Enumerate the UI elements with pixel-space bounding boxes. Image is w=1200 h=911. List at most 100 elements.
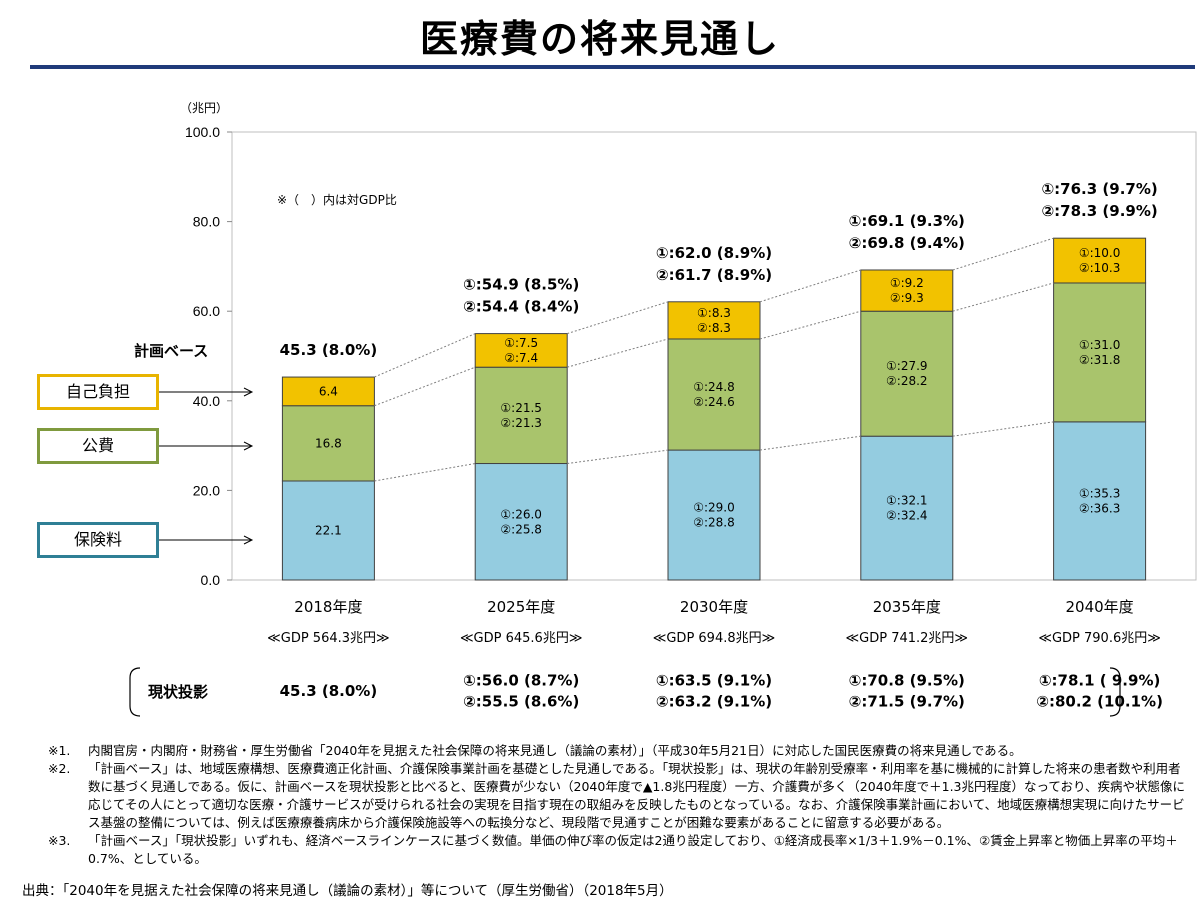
- segment-value-label: ②:8.3: [697, 321, 731, 335]
- legend-arrow-head: [243, 387, 254, 397]
- total-label: ②:78.3 (9.9%): [1041, 202, 1157, 220]
- total-label: 45.3 (8.0%): [280, 341, 378, 359]
- gdp-label: ≪GDP 645.6兆円≫: [460, 631, 583, 646]
- self-pay-segment: [1053, 237, 1147, 284]
- legend-public-funds: 公費: [37, 428, 159, 464]
- gdp-label: ≪GDP 790.6兆円≫: [1038, 631, 1161, 646]
- y-tick-label: 60.0: [193, 303, 220, 319]
- segment-value-label: ②:32.4: [886, 509, 928, 523]
- current-projection-value: ①:56.0 (8.7%): [463, 672, 579, 690]
- segment-value-label: ②:36.3: [1079, 501, 1121, 515]
- segment-value-label: ②:24.6: [693, 395, 735, 409]
- current-projection-value: ②:55.5 (8.6%): [463, 693, 579, 711]
- y-axis-unit: （兆円）: [180, 101, 228, 115]
- y-tick-label: 20.0: [193, 482, 220, 498]
- public-segment: [1053, 282, 1147, 423]
- segment-value-label: 22.1: [315, 523, 342, 537]
- x-category-label: 2018年度: [294, 598, 362, 616]
- self-pay-segment: [281, 376, 375, 407]
- segment-value-label: ①:21.5: [500, 401, 542, 415]
- segment-value-label: ②:28.8: [693, 516, 735, 530]
- segment-value-label: ①:31.0: [1079, 338, 1121, 352]
- current-projection-value: ①:78.1 ( 9.9%): [1039, 672, 1160, 690]
- segment-value-label: ②:7.4: [504, 351, 538, 365]
- total-label: ②:69.8 (9.4%): [849, 234, 965, 252]
- segment-value-label: ②:10.3: [1079, 261, 1121, 275]
- footnote-3: ※3. 「計画ベース」「現状投影」いずれも、経済ベースラインケースに基づく数値。単…: [48, 833, 1178, 866]
- insurance-segment: [281, 480, 375, 581]
- footnotes: ※1. 内閣官房・内閣府・財務省・厚生労働省「2040年を見据えた社会保障の将来見…: [48, 742, 1188, 868]
- y-tick-label: 100.0: [185, 124, 220, 140]
- connector-line: [759, 310, 861, 340]
- total-label: ①:62.0 (8.9%): [656, 244, 772, 262]
- connector-line: [567, 338, 669, 368]
- connector-line: [952, 421, 1054, 437]
- connector-line: [759, 435, 861, 451]
- segment-value-label: ①:10.0: [1079, 246, 1121, 260]
- segment-value-label: ②:28.2: [886, 374, 928, 388]
- segment-value-label: 16.8: [315, 436, 342, 450]
- segment-value-label: ①:26.0: [500, 507, 542, 521]
- connector-line: [759, 269, 861, 303]
- segment-value-label: ①:32.1: [886, 494, 928, 508]
- y-tick-label: 80.0: [193, 214, 220, 230]
- self-pay-segment: [667, 301, 761, 340]
- total-label: ①:54.9 (8.5%): [463, 276, 579, 294]
- legend-arrow-head: [243, 535, 254, 545]
- connector-line: [952, 237, 1054, 271]
- segment-value-label: ②:31.8: [1079, 353, 1121, 367]
- current-projection-value: ②:71.5 (9.7%): [849, 693, 965, 711]
- x-category-label: 2025年度: [487, 598, 555, 616]
- current-projection-value: ①:63.5 (9.1%): [656, 672, 772, 690]
- total-label: ①:76.3 (9.7%): [1041, 180, 1157, 198]
- total-label: ②:54.4 (8.4%): [463, 298, 579, 316]
- segment-value-label: ①:27.9: [886, 359, 928, 373]
- insurance-segment: [474, 463, 568, 581]
- current-projection-value: ②:80.2 (10.1%): [1036, 693, 1163, 711]
- footnote-1: ※1. 内閣官房・内閣府・財務省・厚生労働省「2040年を見据えた社会保障の将来見…: [48, 743, 1022, 758]
- legend-self-pay: 自己負担: [37, 374, 159, 410]
- gdp-label: ≪GDP 564.3兆円≫: [267, 631, 390, 646]
- connector-line: [374, 463, 476, 482]
- insurance-segment: [1053, 421, 1147, 581]
- total-label: ①:69.1 (9.3%): [849, 212, 965, 230]
- public-segment: [860, 310, 954, 437]
- bracket-left: [129, 667, 141, 717]
- connector-line: [567, 301, 669, 335]
- segment-value-label: ①:35.3: [1079, 486, 1121, 500]
- plan-base-label: 計画ベース: [134, 342, 208, 360]
- x-category-label: 2030年度: [680, 598, 748, 616]
- segment-value-label: ①:29.0: [693, 501, 735, 515]
- gdp-label: ≪GDP 694.8兆円≫: [653, 631, 776, 646]
- x-category-label: 2040年度: [1066, 598, 1134, 616]
- segment-value-label: ①:8.3: [697, 306, 731, 320]
- connector-line: [567, 449, 669, 465]
- total-label: ②:61.7 (8.9%): [656, 266, 772, 284]
- gdp-ratio-note: ※（ ）内は対GDP比: [277, 193, 397, 207]
- connector-line: [374, 333, 476, 378]
- source-citation: 出典：「2040年を見据えた社会保障の将来見通し（議論の素材）」等について（厚生…: [22, 883, 673, 899]
- self-pay-segment: [860, 269, 954, 312]
- page-title: 医療費の将来見通し: [419, 17, 780, 61]
- segment-value-label: ②:25.8: [500, 522, 542, 536]
- current-projection-value: ②:63.2 (9.1%): [656, 693, 772, 711]
- segment-value-label: ②:9.3: [890, 291, 924, 305]
- title-divider: [30, 65, 1195, 69]
- y-tick-label: 0.0: [201, 572, 221, 588]
- public-segment: [474, 366, 568, 465]
- connector-line: [374, 366, 476, 407]
- self-pay-segment: [474, 333, 568, 368]
- current-projection-value: 45.3 (8.0%): [280, 682, 378, 700]
- segment-value-label: ②:21.3: [500, 416, 542, 430]
- stacked-bar-chart: 0.0 20.0 40.0 60.0 80.0 100.0 （兆円） ※（ ）内は対GDP比 2…: [129, 101, 1197, 717]
- insurance-segment: [860, 435, 954, 581]
- legend-insurance-premiums: 保険料: [37, 522, 159, 558]
- insurance-segment: [667, 449, 761, 581]
- segment-value-label: ①:7.5: [504, 336, 538, 350]
- public-segment: [281, 405, 375, 482]
- current-projection-label: 現状投影: [148, 683, 208, 701]
- current-projection-value: ①:70.8 (9.5%): [849, 672, 965, 690]
- connector-line: [952, 282, 1054, 312]
- legend-arrow-head: [243, 441, 254, 451]
- y-tick-label: 40.0: [193, 393, 220, 409]
